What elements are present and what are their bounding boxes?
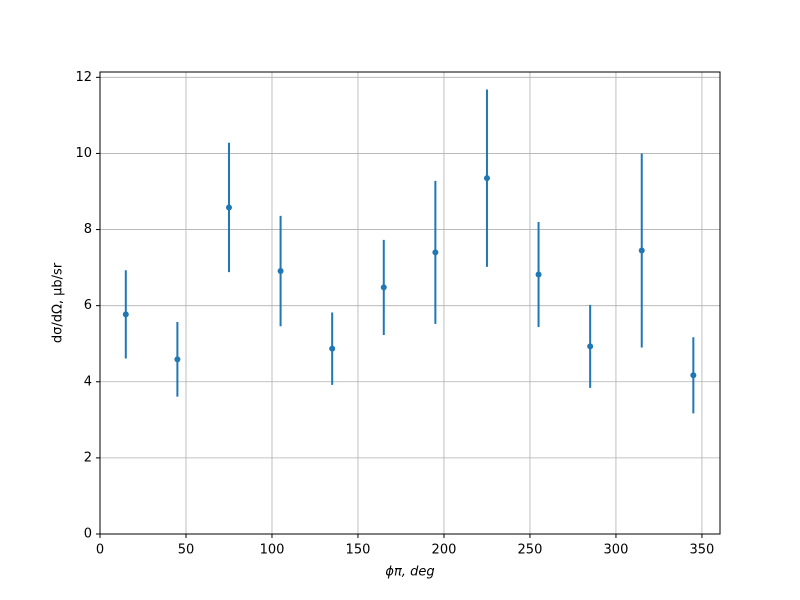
x-tick-label: 300 xyxy=(604,543,629,558)
y-tick-label: 10 xyxy=(75,146,92,161)
x-tick-label: 0 xyxy=(96,543,104,558)
x-axis-label: ϕπ, deg xyxy=(385,565,434,580)
point xyxy=(535,271,542,278)
y-tick-label: 4 xyxy=(84,374,92,389)
point xyxy=(690,372,697,379)
x-tick-label: 150 xyxy=(346,543,371,558)
point xyxy=(483,175,490,182)
point xyxy=(225,204,232,211)
y-tick-label: 12 xyxy=(75,70,92,85)
x-tick-label: 350 xyxy=(690,543,715,558)
point xyxy=(587,343,594,350)
y-tick-label: 6 xyxy=(84,298,92,313)
x-tick-label: 200 xyxy=(432,543,457,558)
y-tick-label: 0 xyxy=(84,527,92,542)
x-tick-label: 100 xyxy=(260,543,285,558)
plot-frame xyxy=(99,71,721,535)
point xyxy=(174,356,181,363)
point xyxy=(432,249,439,256)
y-tick-label: 2 xyxy=(84,450,92,465)
point xyxy=(638,247,645,254)
point xyxy=(122,311,129,318)
y-tick-label: 8 xyxy=(84,222,92,237)
y-axis-label: dσ/dΩ, μb/sr xyxy=(51,262,66,343)
x-tick-label: 250 xyxy=(518,543,543,558)
point xyxy=(277,268,284,275)
x-tick-label: 50 xyxy=(178,543,195,558)
point xyxy=(329,345,336,352)
point xyxy=(380,284,387,291)
